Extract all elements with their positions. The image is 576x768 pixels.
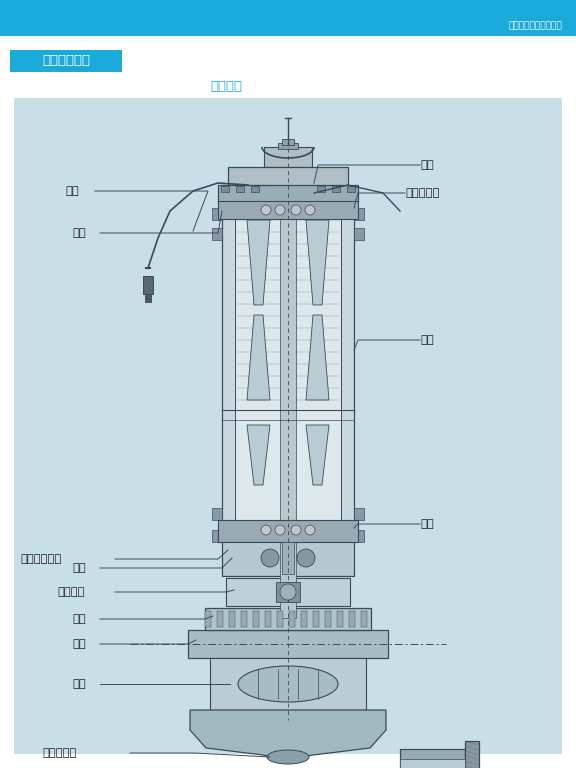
Ellipse shape	[238, 666, 338, 702]
Bar	[10, 50, 122, 72]
Polygon shape	[247, 425, 270, 485]
Polygon shape	[247, 220, 270, 305]
Bar	[265, 611, 271, 627]
Bar	[349, 611, 355, 627]
Text: 轴承: 轴承	[72, 228, 86, 238]
Bar	[222, 203, 354, 538]
Bar	[212, 228, 222, 240]
Bar	[276, 582, 300, 602]
Bar	[354, 208, 364, 220]
Circle shape	[261, 549, 279, 567]
Circle shape	[261, 205, 271, 215]
Bar	[264, 147, 312, 167]
Bar	[465, 741, 479, 768]
Bar	[301, 611, 307, 627]
Text: 电缆密封头: 电缆密封头	[405, 188, 439, 198]
Bar	[14, 98, 562, 754]
Bar	[218, 201, 358, 219]
Bar	[228, 167, 348, 187]
Bar	[251, 186, 259, 192]
Bar	[241, 611, 247, 627]
Text: 泵体: 泵体	[72, 639, 86, 649]
Text: 叶轮: 叶轮	[72, 679, 86, 689]
Bar	[354, 530, 364, 542]
Bar	[210, 658, 366, 710]
Bar	[253, 611, 259, 627]
Bar	[145, 294, 151, 302]
Circle shape	[261, 525, 271, 535]
Bar	[212, 208, 222, 220]
Polygon shape	[306, 315, 329, 400]
Circle shape	[291, 205, 301, 215]
Ellipse shape	[267, 750, 309, 764]
Bar	[313, 611, 319, 627]
Bar	[400, 759, 465, 768]
Text: 喷射搅匀孔: 喷射搅匀孔	[42, 748, 77, 758]
Bar	[361, 611, 367, 627]
Bar	[317, 186, 325, 192]
Bar	[212, 530, 222, 542]
Bar	[226, 578, 350, 606]
Bar	[325, 611, 331, 627]
Bar	[236, 186, 244, 192]
Bar	[354, 508, 364, 520]
Bar	[280, 203, 296, 618]
Bar	[0, 0, 576, 36]
Bar	[289, 611, 295, 627]
Bar	[235, 211, 341, 528]
Circle shape	[305, 205, 315, 215]
Text: 引领中国泵工业的崛起: 引领中国泵工业的崛起	[508, 22, 562, 31]
Circle shape	[297, 549, 315, 567]
Text: 泵盖: 泵盖	[72, 614, 86, 624]
Bar	[354, 228, 364, 240]
Text: 机械密封: 机械密封	[57, 587, 85, 597]
Bar	[218, 520, 358, 542]
Text: 轴承: 轴承	[420, 519, 434, 529]
Circle shape	[275, 205, 285, 215]
Bar	[217, 611, 223, 627]
Bar	[188, 630, 388, 658]
Circle shape	[275, 525, 285, 535]
Bar	[282, 139, 294, 145]
Text: 电缆: 电缆	[65, 186, 79, 196]
Bar	[278, 143, 298, 149]
Bar	[205, 611, 211, 627]
Bar	[212, 508, 222, 520]
Polygon shape	[306, 220, 329, 305]
Bar	[218, 185, 358, 203]
Text: 结构图：: 结构图：	[210, 80, 242, 92]
Bar	[347, 186, 355, 192]
Text: 油室: 油室	[72, 563, 86, 573]
Text: 提手: 提手	[420, 160, 434, 170]
Text: 电机: 电机	[420, 335, 434, 345]
Polygon shape	[247, 315, 270, 400]
Circle shape	[291, 525, 301, 535]
Text: 四、结构说明: 四、结构说明	[42, 55, 90, 68]
Bar	[143, 276, 153, 294]
Bar	[332, 186, 340, 192]
Polygon shape	[190, 710, 386, 760]
Circle shape	[305, 525, 315, 535]
Bar	[229, 611, 235, 627]
Circle shape	[280, 584, 296, 600]
Bar	[400, 749, 465, 768]
Bar	[221, 186, 229, 192]
Polygon shape	[306, 425, 329, 485]
Bar	[282, 542, 294, 574]
Bar	[205, 608, 371, 630]
Text: 注油口及密封: 注油口及密封	[20, 554, 61, 564]
Bar	[277, 611, 283, 627]
Bar	[337, 611, 343, 627]
Bar	[222, 540, 354, 576]
